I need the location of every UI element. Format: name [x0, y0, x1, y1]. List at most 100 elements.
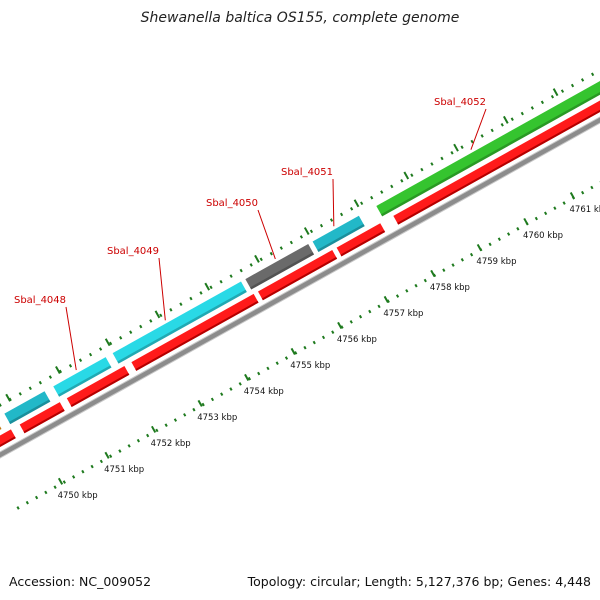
outer-minor-tick — [119, 336, 123, 340]
outer-major-tick — [552, 88, 559, 97]
scale-major-tick-4751 — [104, 451, 110, 459]
outer-minor-tick — [319, 223, 324, 228]
leader-line-5 — [470, 108, 487, 150]
outer-minor-tick — [420, 167, 424, 172]
scale-minor-tick — [146, 433, 150, 438]
cds-forward-orange-shade — [0, 426, 2, 430]
scale-minor-tick — [266, 366, 270, 371]
scale-minor-tick — [414, 283, 418, 288]
outer-minor-tick — [179, 302, 183, 306]
outer-minor-tick — [28, 386, 32, 391]
scale-minor-tick — [81, 469, 85, 474]
outer-minor-tick — [219, 279, 223, 284]
cds-forward-orange — [0, 426, 2, 430]
outer-minor-tick — [269, 251, 273, 256]
scale-minor-tick — [34, 495, 39, 500]
outer-minor-tick — [580, 78, 585, 82]
leader-line-2 — [158, 257, 166, 321]
outer-major-tick — [254, 254, 260, 263]
outer-major-tick — [303, 227, 310, 236]
cds-reverse-2 — [19, 402, 65, 434]
scale-minor-tick — [405, 289, 409, 293]
cds-sbal-4049-shade — [117, 289, 247, 364]
cds-sbal-4048-shade — [57, 365, 112, 397]
outer-major-tick — [5, 393, 11, 402]
scale-minor-tick — [331, 330, 335, 335]
scale-minor-tick — [192, 407, 196, 412]
outer-minor-tick — [129, 330, 133, 334]
kbp-label-4752: 4752 kbp — [151, 439, 191, 449]
outer-minor-tick — [159, 313, 163, 318]
scale-minor-tick — [553, 206, 557, 210]
scale-minor-tick — [423, 278, 427, 283]
backbone-line — [0, 117, 600, 458]
scale-minor-tick — [294, 351, 298, 355]
gene-label-3: Sbal_4050 — [206, 198, 258, 209]
cds-reverse-6 — [336, 223, 386, 257]
scale-minor-tick — [368, 309, 372, 314]
cds-sbal-4052-shade — [380, 91, 600, 217]
scale-minor-tick — [136, 438, 141, 443]
cds-forward-teal-1-shade — [9, 399, 51, 425]
cds-reverse-shade-5 — [261, 257, 338, 301]
cds-reverse-shade-6 — [340, 230, 386, 257]
scale-minor-tick — [506, 232, 511, 236]
scale-minor-tick — [562, 201, 566, 205]
scale-minor-tick — [469, 252, 474, 257]
scale-minor-tick — [451, 263, 455, 267]
scale-major-tick-4750 — [57, 477, 64, 485]
outer-minor-tick — [48, 375, 52, 379]
scale-major-tick-4758 — [430, 269, 436, 278]
scale-minor-tick — [257, 371, 261, 376]
kbp-label-4758: 4758 kbp — [430, 283, 470, 293]
scale-minor-tick — [284, 356, 289, 360]
outer-minor-tick — [329, 218, 334, 222]
leader-line-1 — [65, 306, 77, 371]
scale-major-tick-4760 — [523, 217, 529, 226]
scale-minor-tick — [516, 227, 520, 231]
outer-minor-tick — [249, 263, 253, 267]
outer-minor-tick — [430, 162, 434, 166]
scale-minor-tick — [173, 418, 178, 422]
scale-minor-tick — [201, 402, 205, 407]
scale-minor-tick — [497, 237, 501, 241]
kbp-label-4750: 4750 kbp — [58, 491, 98, 501]
scale-minor-tick — [581, 190, 585, 195]
outer-minor-tick — [530, 106, 534, 110]
scale-minor-tick — [377, 304, 381, 309]
outer-major-tick — [104, 338, 111, 347]
outer-minor-tick — [470, 139, 474, 144]
scale-minor-tick — [210, 397, 215, 402]
scale-minor-tick — [220, 392, 224, 397]
outer-minor-tick — [480, 134, 484, 138]
outer-major-tick — [55, 366, 61, 374]
outer-minor-tick — [109, 341, 113, 346]
cds-sbal-4051 — [312, 215, 365, 253]
outer-minor-tick — [500, 122, 504, 127]
outer-minor-tick — [58, 369, 63, 374]
scale-minor-tick — [90, 464, 94, 469]
scale-minor-tick — [25, 500, 29, 505]
kbp-label-4753: 4753 kbp — [197, 413, 237, 423]
scale-minor-tick — [155, 428, 159, 433]
scale-minor-tick — [127, 444, 131, 448]
scale-minor-tick — [442, 268, 446, 272]
outer-minor-tick — [560, 89, 565, 93]
kbp-label-4755: 4755 kbp — [290, 361, 330, 371]
outer-minor-tick — [189, 296, 193, 301]
outer-minor-tick — [520, 111, 524, 116]
outer-minor-tick — [390, 184, 394, 189]
scale-major-tick-4761 — [569, 191, 576, 200]
kbp-label-4756: 4756 kbp — [337, 335, 377, 345]
outer-minor-tick — [169, 307, 173, 312]
kbp-label-4751: 4751 kbp — [104, 465, 144, 475]
scale-minor-tick — [395, 294, 400, 298]
cds-reverse-7 — [393, 100, 600, 225]
outer-minor-tick — [490, 128, 494, 133]
scale-minor-tick — [321, 335, 326, 340]
outer-minor-tick — [590, 72, 595, 77]
scale-minor-tick — [229, 387, 233, 391]
cds-forward-teal-1 — [4, 391, 51, 425]
scale-minor-tick — [238, 382, 242, 386]
